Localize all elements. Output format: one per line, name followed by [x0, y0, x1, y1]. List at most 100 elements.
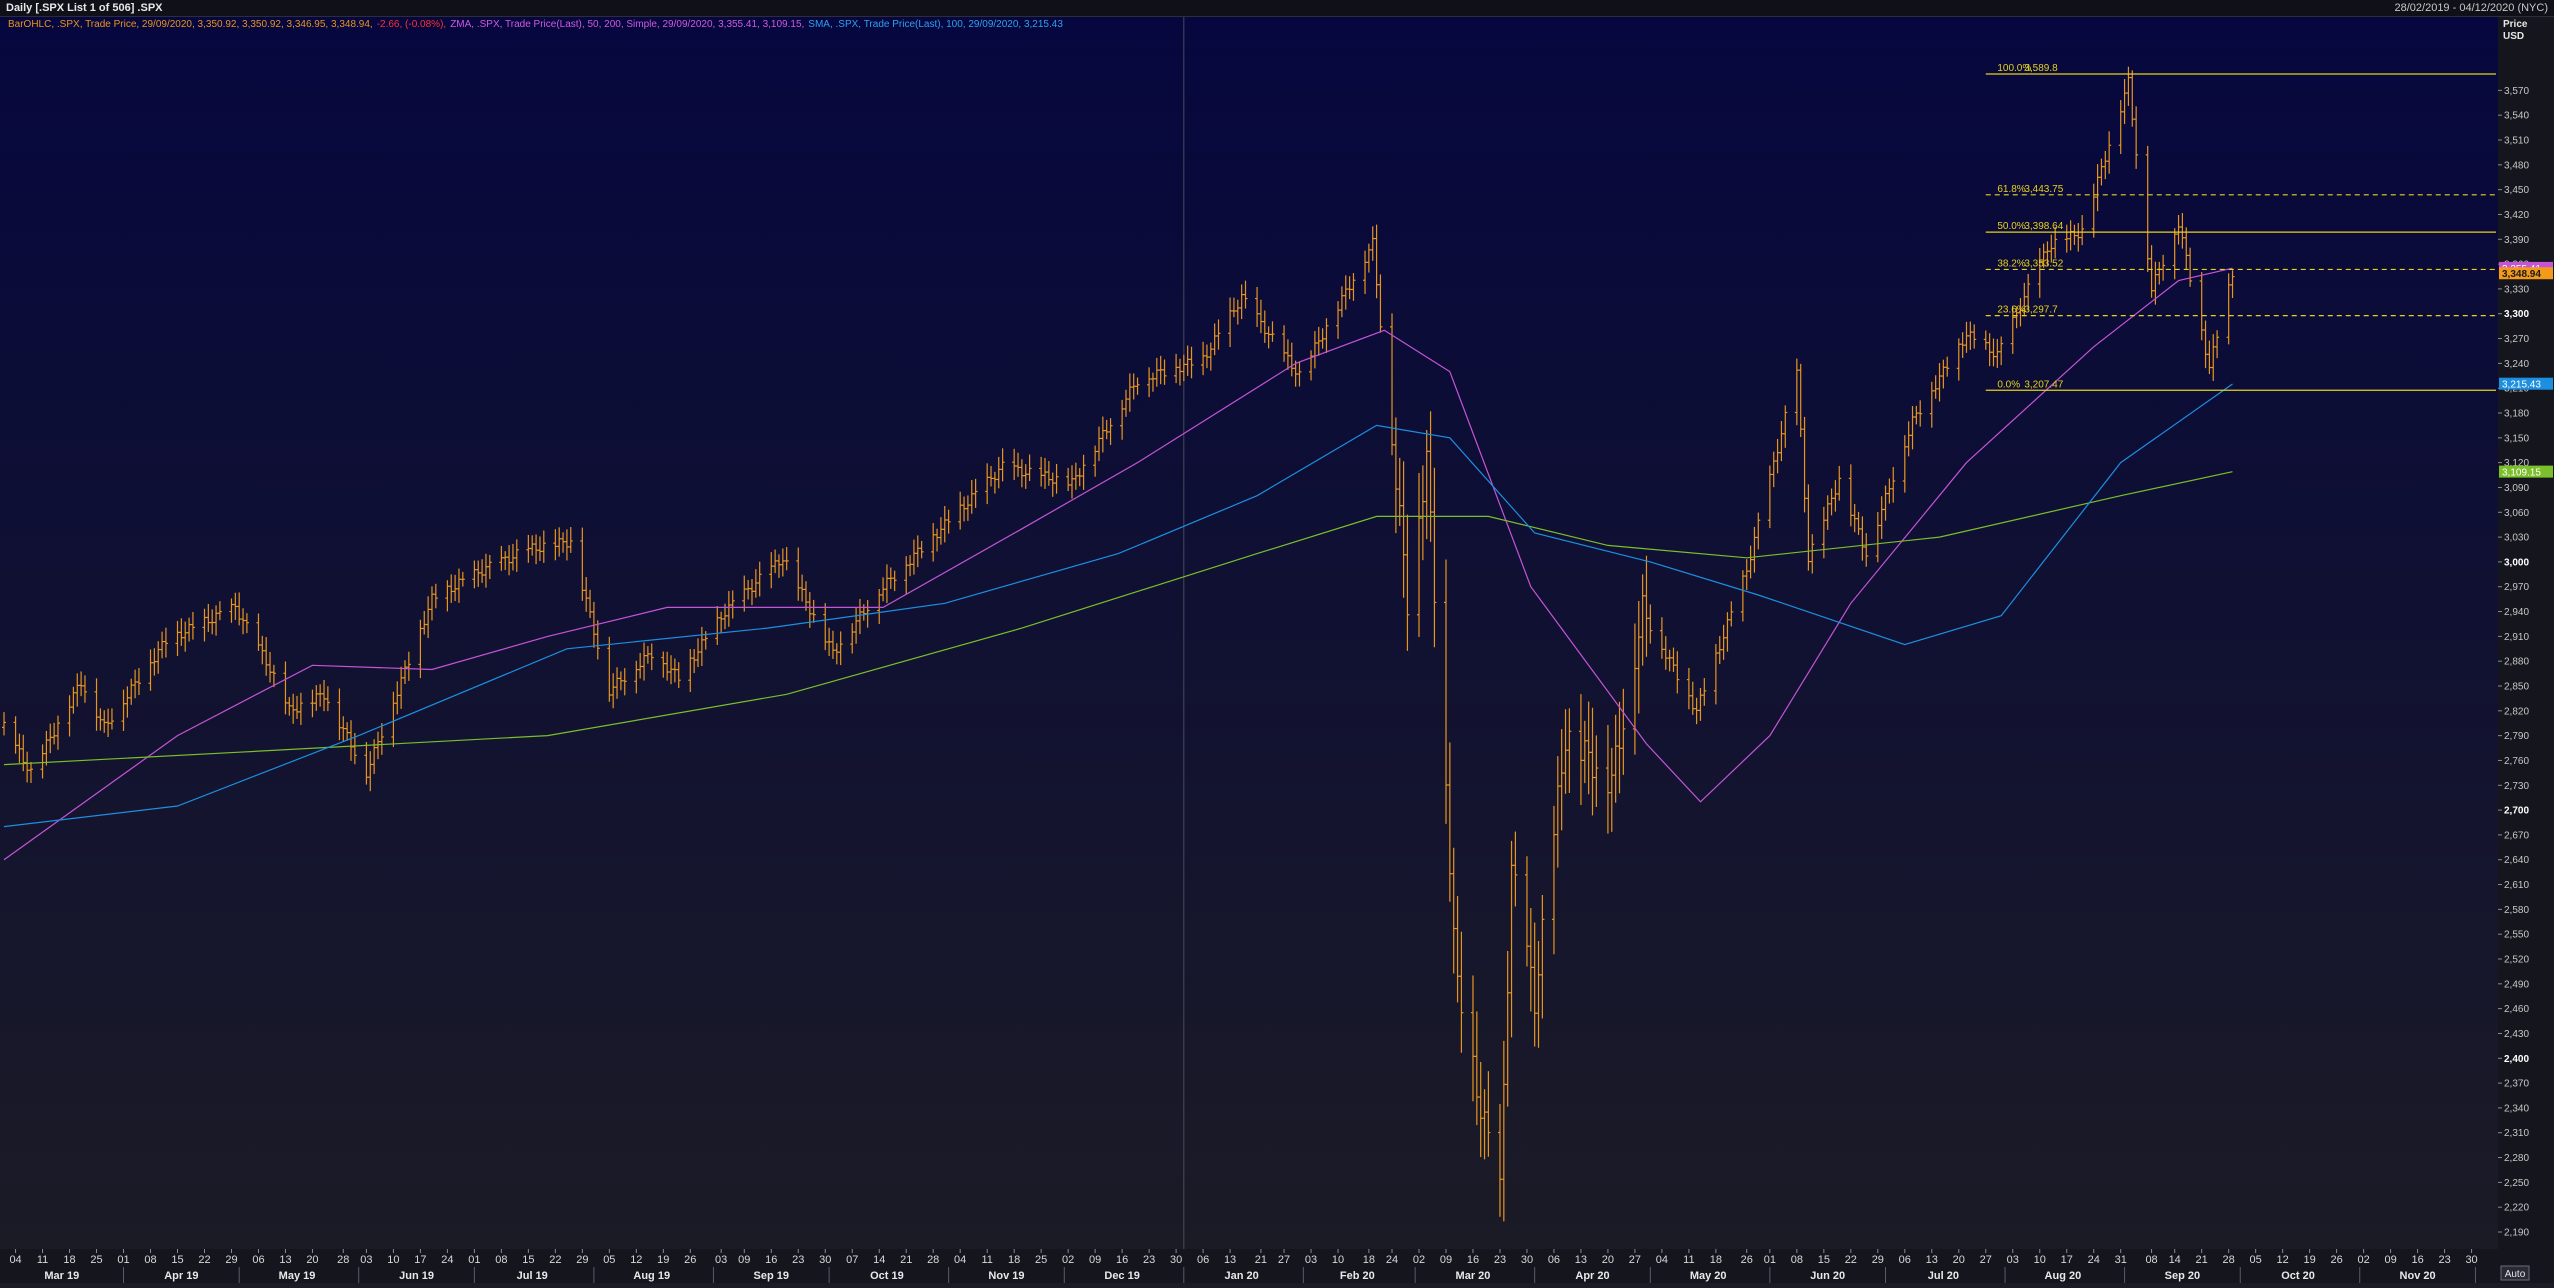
ohlc-bar: [1370, 226, 1375, 261]
ohlc-bar: [510, 543, 515, 571]
ohlc-bar: [94, 678, 99, 731]
auto-scale-button[interactable]: Auto: [2500, 1265, 2530, 1281]
ohlc-bar: [2, 712, 6, 736]
month-label: Nov 19: [988, 1270, 1024, 1282]
fib-level-value: 3,207.47: [2024, 379, 2063, 390]
ohlc-bar: [1016, 452, 1021, 477]
ohlc-bar: [1123, 389, 1128, 417]
month-label: Apr 20: [1575, 1270, 1609, 1282]
ohlc-bar: [1995, 338, 2000, 368]
ohlc-bar: [256, 613, 261, 651]
ohlc-bar: [98, 708, 103, 731]
time-tick-label: 23: [792, 1254, 804, 1266]
ohlc-bar: [1740, 570, 1745, 622]
ohlc-bar: [1605, 725, 1610, 834]
ohlc-bar: [1228, 297, 1233, 348]
ohlc-bar: [183, 621, 188, 652]
month-label: Jun 20: [1810, 1270, 1845, 1282]
time-tick-label: 22: [1845, 1254, 1857, 1266]
time-tick-label: 21: [900, 1254, 912, 1266]
ohlc-bar: [1343, 275, 1348, 310]
ohlc-bar: [1767, 465, 1772, 529]
price-tick-label: 2,910: [2504, 632, 2529, 643]
time-tick-label: 05: [603, 1254, 615, 1266]
time-tick-label: 18: [1363, 1254, 1375, 1266]
ohlc-bar: [1833, 480, 1838, 512]
price-tick-label: 2,670: [2504, 830, 2529, 841]
fibonacci-retracement[interactable]: 100.0%3,589.8 61.8%3,443.75 50.0%3,398.64 3…: [1985, 63, 2496, 391]
ohlc-bar: [1012, 448, 1017, 481]
price-axis[interactable]: Price USD 2,190 2,220 2,250 2,280 2,310 2,340…: [2498, 17, 2554, 1283]
ohlc-bar: [1659, 617, 1664, 659]
ohlc-bar: [341, 716, 346, 742]
price-chart[interactable]: 100.0%3,589.861.8%3,443.7550.0%3,398.643…: [0, 17, 2554, 1283]
ohlc-bar: [1779, 420, 1784, 462]
month-label: Oct 19: [870, 1270, 904, 1282]
legend-sma: SMA, .SPX, Trade Price(Last), 100, 29/09…: [808, 19, 1063, 30]
price-tick-label: 2,190: [2504, 1228, 2529, 1239]
ohlc-bar: [1336, 301, 1341, 339]
ohlc-bar: [507, 545, 512, 576]
ohlc-bar: [2095, 164, 2100, 212]
ohlc-bar: [911, 539, 916, 575]
time-tick-label: 02: [1413, 1254, 1425, 1266]
time-tick-label: 01: [117, 1254, 129, 1266]
ohlc-bar: [1945, 356, 1950, 377]
ma-value-tag: [2499, 465, 2553, 478]
ohlc-bar: [1968, 321, 1973, 350]
ohlc-bar: [1536, 940, 1541, 1048]
fib-level-pct: 23.6%: [1997, 305, 2025, 316]
ohlc-bar: [214, 605, 219, 636]
time-tick-label: 06: [1899, 1254, 1911, 1266]
time-tick-label: 17: [2061, 1254, 2073, 1266]
ohlc-bar: [349, 720, 354, 761]
ohlc-bar: [395, 681, 400, 715]
ohlc-bar: [1158, 355, 1163, 385]
price-tick-label: 3,180: [2504, 409, 2529, 420]
ohlc-bar: [1617, 701, 1622, 794]
price-tick-label: 2,550: [2504, 930, 2529, 941]
time-tick-label: 28: [2223, 1254, 2235, 1266]
time-axis[interactable]: 04 11 18 25 01 08 15 22 29 06 13 20 28 03 10 17 24 01 08 15…: [0, 1249, 2498, 1283]
price-axis-unit: USD: [2503, 31, 2524, 42]
ohlc-bar: [1513, 831, 1518, 907]
ohlc-bar: [202, 608, 207, 642]
ohlc-bar: [888, 567, 893, 589]
ohlc-bar: [52, 722, 57, 745]
ohlc-bar: [753, 569, 758, 598]
ohlc-bar: [1567, 708, 1572, 793]
ohlc-bar: [237, 592, 242, 626]
time-tick-label: 01: [468, 1254, 480, 1266]
price-tick-label: 3,570: [2504, 86, 2529, 97]
ohlc-bar: [1054, 463, 1059, 494]
time-tick-label: 26: [2331, 1254, 2343, 1266]
ohlc-bar: [1470, 975, 1475, 1102]
ohlc-bar: [985, 463, 990, 505]
ohlc-bar: [1486, 1071, 1491, 1157]
ohlc-bar: [1702, 678, 1707, 706]
price-tick-label: 3,000: [2504, 557, 2529, 568]
time-tick-label: 14: [2169, 1254, 2181, 1266]
ohlc-bars: [2, 66, 2235, 1222]
ohlc-bar: [634, 660, 639, 694]
ohlc-bar: [352, 732, 357, 765]
ohlc-bar: [514, 539, 519, 572]
ohlc-bar: [2188, 247, 2193, 287]
ohlc-bar: [148, 649, 153, 691]
price-tick-label: 3,540: [2504, 111, 2529, 122]
ohlc-bar: [1721, 624, 1726, 660]
ohlc-bar: [803, 581, 808, 611]
ohlc-bar: [1324, 318, 1329, 353]
ohlc-bar: [1374, 224, 1379, 299]
ohlc-bar: [233, 592, 238, 620]
time-tick-label: 09: [2384, 1254, 2396, 1266]
ohlc-bar: [1297, 361, 1302, 387]
ohlc-bar: [580, 527, 585, 601]
ohlc-bar: [1698, 687, 1703, 721]
ohlc-bar: [2091, 183, 2096, 238]
chart-area[interactable]: 100.0% 3,589.8 61.8% 3,443.75 50.0% 3,398.64 3…: [0, 17, 2554, 1283]
price-tick-label: 2,250: [2504, 1178, 2529, 1189]
ohlc-bar: [1675, 651, 1680, 694]
ohlc-bar: [480, 559, 485, 583]
window-title: Daily [.SPX List 1 of 506] .SPX: [6, 2, 163, 14]
